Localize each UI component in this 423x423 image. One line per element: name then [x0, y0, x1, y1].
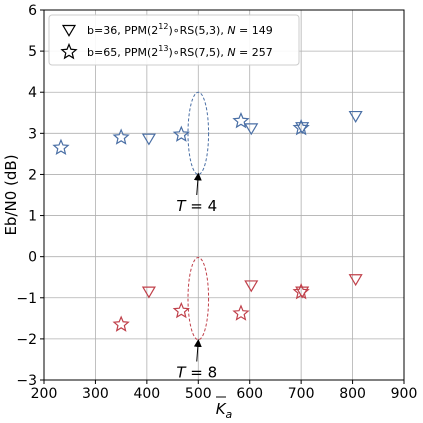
legend-star-marker	[60, 42, 78, 60]
triangle-point	[141, 286, 156, 299]
annotation-arrow	[193, 172, 202, 196]
y-tick-label: 5	[28, 44, 37, 60]
tick-labels: 200 300 400 500 600 700 800 900 −3 −2 −1 0 1 2 3 4 5 6	[16, 3, 417, 402]
star-point	[112, 315, 130, 332]
legend-entry: b=65, PPM(213)∘RS(7,5), N = 257	[87, 44, 273, 59]
triangle-point	[348, 110, 363, 123]
annotations: T = 4 T = 8	[176, 91, 217, 382]
y-axis-label: Eb/N0 (dB)	[2, 154, 20, 235]
star-point	[292, 118, 310, 136]
y-tick-label: −2	[16, 332, 37, 348]
triangle-point	[244, 280, 259, 293]
x-tick-label: 200	[31, 386, 58, 402]
x-tick-label: 300	[82, 386, 109, 402]
annotation-label: T = 8	[176, 364, 217, 382]
annotation-label: T = 4	[176, 197, 217, 215]
legend-entry: b=36, PPM(212)∘RS(5,3), N = 149	[87, 22, 273, 37]
legend-triangle-marker	[61, 24, 77, 37]
axis-labels: Eb/N0 (dB) Ka	[2, 154, 233, 421]
star-point	[172, 125, 190, 142]
y-tick-label: 4	[28, 85, 37, 101]
star-point	[232, 304, 250, 321]
star-point	[232, 111, 250, 129]
y-tick-label: 6	[28, 3, 37, 19]
x-tick-label: 400	[133, 386, 160, 402]
y-tick-label: −1	[16, 291, 37, 307]
data-points	[52, 110, 363, 332]
annotation-arrow	[193, 338, 202, 362]
x-tick-label: 700	[288, 386, 315, 402]
star-point	[292, 282, 310, 300]
star-point	[172, 301, 190, 319]
x-tick-label: 600	[236, 386, 263, 402]
x-tick-label: 900	[391, 386, 418, 402]
plot-frame	[43, 9, 405, 381]
star-point	[52, 138, 70, 156]
y-tick-label: 2	[28, 167, 37, 183]
star-point	[112, 128, 130, 145]
triangle-point	[244, 123, 259, 136]
triangle-point	[141, 133, 156, 146]
y-tick-label: 0	[28, 250, 37, 266]
triangle-point	[348, 274, 363, 287]
y-tick-label: 3	[28, 126, 37, 142]
y-tick-label: −3	[16, 373, 37, 389]
x-tick-label: 500	[185, 386, 212, 402]
x-axis-label: Ka	[216, 400, 233, 421]
legend: b=36, PPM(212)∘RS(5,3), N = 149 b=65, PPM…	[48, 14, 300, 66]
y-tick-label: 1	[28, 209, 37, 225]
x-tick-label: 800	[339, 386, 366, 402]
annotation-ellipse	[187, 91, 210, 175]
annotation-ellipse	[187, 256, 210, 341]
legend-box	[48, 14, 300, 66]
